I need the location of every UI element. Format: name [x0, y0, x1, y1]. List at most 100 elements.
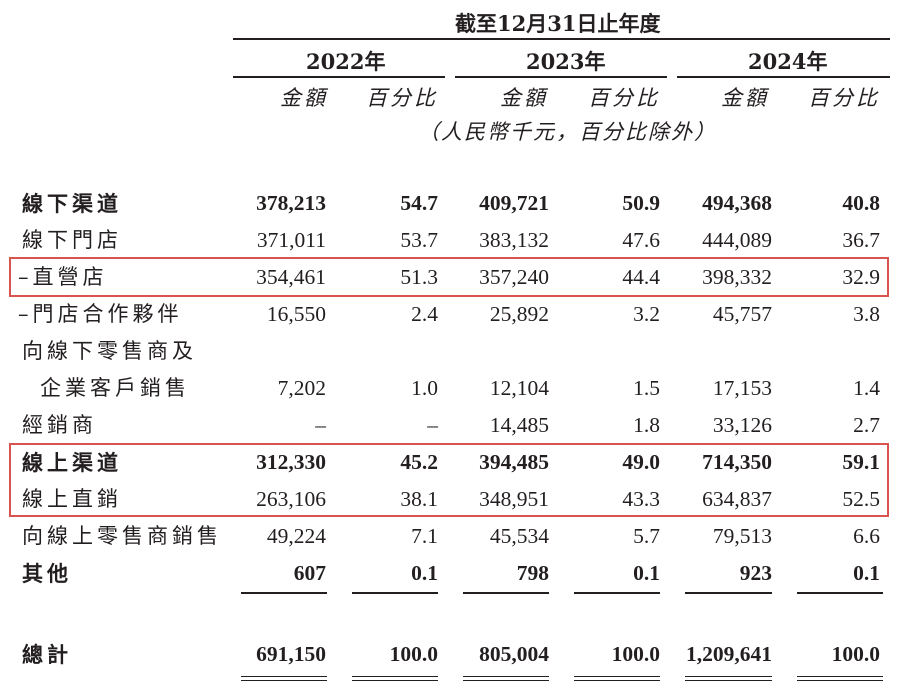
cell-2022-pct: 45.2 — [400, 450, 438, 474]
cell-2023-amount: 25,892 — [489, 302, 549, 326]
year-rule-2023 — [455, 76, 667, 78]
cell-2023-amount: 798 — [516, 561, 549, 585]
row-label: 經銷商 — [22, 413, 97, 437]
cell-2022-pct: 53.7 — [400, 228, 438, 252]
cell-2023-amount: 805,004 — [479, 642, 549, 666]
cell-2022-amount: 49,224 — [266, 524, 326, 548]
row-label: 向線上零售商銷售 — [22, 524, 222, 548]
table-row: 經銷商 – – 14,485 1.8 33,126 2.7 — [0, 407, 900, 444]
highlight-box-online-channels — [9, 443, 889, 517]
total-double-rule-2023-pct — [574, 676, 660, 681]
cell-2024-amount: 17,153 — [712, 376, 772, 400]
cell-2023-amount: 14,485 — [489, 413, 549, 437]
cell-2024-pct: 2.7 — [853, 413, 880, 437]
row-label: 企業客戶銷售 — [40, 376, 190, 400]
cell-2022-amount: 691,150 — [256, 642, 326, 666]
cell-2024-pct: 59.1 — [842, 450, 880, 474]
cell-2022-pct: 1.0 — [411, 376, 438, 400]
cell-2024-amount: 45,757 — [712, 302, 772, 326]
row-label: 線上直銷 — [22, 487, 122, 511]
table-row: 線上渠道 312,330 45.2 394,485 49.0 714,350 5… — [0, 444, 900, 481]
cell-2024-amount: 923 — [739, 561, 772, 585]
table-row: 線下渠道 378,213 54.7 409,721 50.9 494,368 4… — [0, 185, 900, 222]
total-double-rule-2024-pct — [797, 676, 883, 681]
total-double-rule-2022-amount — [241, 676, 327, 681]
cell-2022-amount: 607 — [293, 561, 326, 585]
cell-2023-pct: 47.6 — [622, 228, 660, 252]
cell-2023-amount: 348,951 — [479, 487, 549, 511]
cell-2022-amount: 7,202 — [277, 376, 326, 400]
table-row-total: 總計 691,150 100.0 805,004 100.0 1,209,641… — [0, 636, 900, 673]
highlight-box-direct-stores — [9, 257, 889, 297]
year-rule-2022 — [233, 76, 445, 78]
cell-2023-amount: 394,485 — [479, 450, 549, 474]
cell-2024-pct: 32.9 — [842, 265, 880, 289]
cell-2023-pct: 1.8 — [633, 413, 660, 437]
cell-2023-pct: 100.0 — [611, 642, 660, 666]
cell-2024-pct: 0.1 — [853, 561, 880, 585]
table-row: 線下門店 371,011 53.7 383,132 47.6 444,089 3… — [0, 222, 900, 259]
cell-2023-amount: 12,104 — [489, 376, 549, 400]
total-double-rule-2023-amount — [463, 676, 549, 681]
cell-2023-pct: 50.9 — [622, 191, 660, 215]
period-rule — [233, 38, 890, 40]
amount-header-2024: 金額 — [721, 86, 769, 110]
unit-note: （人民幣千元，百分比除外） — [418, 120, 717, 144]
cell-2023-pct: 5.7 — [633, 524, 660, 548]
row-label: 向線下零售商及 — [22, 339, 197, 363]
cell-2024-pct: 100.0 — [831, 642, 880, 666]
cell-2023-amount: 45,534 — [489, 524, 549, 548]
row-label: 線下門店 — [22, 228, 122, 252]
cell-2023-amount: 409,721 — [479, 191, 549, 215]
row-label: 線上渠道 — [22, 450, 122, 475]
cell-2022-amount: 263,106 — [256, 487, 326, 511]
cell-2024-pct: 1.4 — [853, 376, 880, 400]
cell-2024-amount: 444,089 — [702, 228, 772, 252]
cell-2024-pct: 6.6 — [853, 524, 880, 548]
cell-2022-pct: 51.3 — [400, 265, 438, 289]
year-2024: 2024年 — [748, 49, 828, 74]
subtotal-rule-2023-amount — [463, 592, 549, 594]
cell-2023-pct: 1.5 — [633, 376, 660, 400]
year-rule-2024 — [677, 76, 890, 78]
amount-header-2023: 金額 — [500, 86, 548, 110]
cell-2024-amount: 33,126 — [712, 413, 772, 437]
row-label: 總計 — [22, 642, 72, 667]
subtotal-rule-2022-amount — [241, 592, 327, 594]
table-row: 其他 607 0.1 798 0.1 923 0.1 — [0, 555, 900, 592]
cell-2022-pct: 54.7 — [400, 191, 438, 215]
cell-2022-pct: 0.1 — [411, 561, 438, 585]
cell-2022-pct: – — [427, 413, 438, 437]
cell-2022-amount: 312,330 — [256, 450, 326, 474]
row-label: 其他 — [22, 561, 72, 586]
subtotal-rule-2023-pct — [574, 592, 660, 594]
cell-2024-amount: 79,513 — [712, 524, 772, 548]
cell-2022-amount: – — [315, 413, 326, 437]
pct-header-2023: 百分比 — [588, 86, 660, 110]
subtotal-rule-2022-pct — [352, 592, 438, 594]
cell-2022-amount: 16,550 — [266, 302, 326, 326]
subtotal-rule-2024-pct — [797, 592, 883, 594]
cell-2024-amount: 714,350 — [702, 450, 772, 474]
cell-2023-pct: 0.1 — [633, 561, 660, 585]
year-2022: 2022年 — [306, 49, 386, 74]
row-label: –直營店 — [18, 265, 108, 289]
cell-2023-amount: 383,132 — [479, 228, 549, 252]
table-row: 企業客戶銷售 7,202 1.0 12,104 1.5 17,153 1.4 — [0, 370, 900, 407]
table-row: 線上直銷 263,106 38.1 348,951 43.3 634,837 5… — [0, 481, 900, 518]
cell-2022-pct: 2.4 — [411, 302, 438, 326]
pct-header-2022: 百分比 — [366, 86, 438, 110]
cell-2023-pct: 3.2 — [633, 302, 660, 326]
cell-2024-pct: 40.8 — [842, 191, 880, 215]
period-heading: 截至12月31日止年度 — [455, 11, 661, 36]
cell-2023-pct: 43.3 — [622, 487, 660, 511]
cell-2022-amount: 354,461 — [256, 265, 326, 289]
cell-2024-amount: 1,209,641 — [686, 642, 772, 666]
cell-2024-amount: 398,332 — [702, 265, 772, 289]
year-2023: 2023年 — [526, 49, 606, 74]
subtotal-rule-2024-amount — [685, 592, 772, 594]
table-row: 向線下零售商及 — [0, 333, 900, 370]
cell-2022-amount: 371,011 — [256, 228, 326, 252]
cell-2022-amount: 378,213 — [256, 191, 326, 215]
table-row: 向線上零售商銷售 49,224 7.1 45,534 5.7 79,513 6.… — [0, 518, 900, 555]
